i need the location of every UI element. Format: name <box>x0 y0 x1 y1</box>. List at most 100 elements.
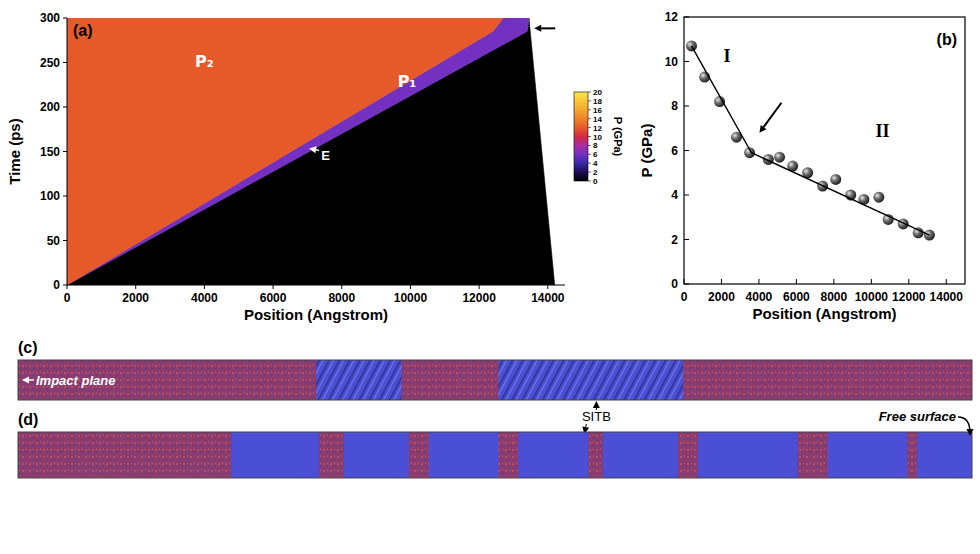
colorbar-tick <box>588 154 591 155</box>
y-tick-label: 0 <box>671 277 678 291</box>
arrow-shaft <box>541 27 555 29</box>
pressure-region <box>67 18 503 285</box>
arrow <box>759 103 781 133</box>
colorbar-tick <box>588 118 591 119</box>
data-point <box>830 174 841 185</box>
snapshot <box>18 360 972 400</box>
x-tick <box>547 285 548 289</box>
y-tick <box>684 61 689 62</box>
y-tick-label: 100 <box>40 189 60 203</box>
annotation: II <box>876 121 890 141</box>
colorbar-tick-label: 12 <box>593 124 602 133</box>
data-point <box>774 152 785 163</box>
x-axis <box>67 285 565 286</box>
arrow-head <box>967 429 974 436</box>
matrix <box>18 360 972 400</box>
y-tick-label: 200 <box>40 100 60 114</box>
x-tick <box>67 285 68 289</box>
colorbar-tick-label: 0 <box>593 177 598 186</box>
x-tick <box>273 285 274 289</box>
arrow-shaft <box>29 379 34 380</box>
colorbar-tick-label: 14 <box>593 115 602 124</box>
x-tick-label: 14000 <box>531 291 565 305</box>
colorbar-tick-label: 18 <box>593 97 602 106</box>
arrow <box>534 25 555 32</box>
panel-label: (d) <box>18 411 38 428</box>
twin-band <box>316 360 401 400</box>
arrow-shaft <box>585 424 587 427</box>
x-tick-label: 6000 <box>783 290 810 304</box>
colorbar-tick <box>588 181 591 182</box>
arrow-head <box>593 401 600 408</box>
arrow-head <box>309 146 317 153</box>
arrow-shaft <box>316 149 319 151</box>
colorbar-tick <box>588 92 591 93</box>
x-tick-label: 12000 <box>892 290 926 304</box>
y-tick <box>63 196 67 197</box>
y-tick <box>684 195 689 196</box>
fit-line <box>691 46 929 235</box>
colorbar-tick-label: 10 <box>593 133 602 142</box>
y-tick-label: 2 <box>671 233 678 247</box>
twin-band <box>917 432 972 478</box>
twin-band <box>429 432 499 478</box>
arrow-shaft <box>764 103 782 127</box>
panel-label: (c) <box>18 339 38 356</box>
arrow-head <box>534 25 541 32</box>
colorbar-tick-label: 2 <box>593 168 598 177</box>
y-tick <box>684 239 689 240</box>
annotation: E <box>321 148 330 163</box>
x-tick <box>908 279 909 284</box>
colorbar-tick <box>588 145 591 146</box>
colorbar-tick <box>588 109 591 110</box>
arrow <box>593 401 600 410</box>
x-tick-label: 8000 <box>328 291 355 305</box>
x-tick-label: 14000 <box>930 290 964 304</box>
annotation: P₁ <box>398 72 417 91</box>
annotation: Impact plane <box>36 373 115 388</box>
y-tick <box>63 285 67 286</box>
y-tick <box>684 106 689 107</box>
snapshot <box>18 432 972 478</box>
y-tick-label: 10 <box>665 55 679 69</box>
colorbar-tick-label: 16 <box>593 106 602 115</box>
y-tick <box>684 150 689 151</box>
annotation: P₂ <box>195 52 214 71</box>
y-tick <box>684 17 689 18</box>
panel-label: (a) <box>73 22 93 39</box>
y-tick-label: 50 <box>47 234 61 248</box>
twin-band <box>603 432 678 478</box>
plot-frame <box>684 17 965 284</box>
x-tick-label: 2000 <box>122 291 149 305</box>
matrix <box>18 432 972 478</box>
twin-band <box>518 432 588 478</box>
x-tick-label: 6000 <box>260 291 287 305</box>
arrow <box>22 377 34 384</box>
y-tick <box>63 62 67 63</box>
y-tick-label: 6 <box>671 144 678 158</box>
colorbar-tick-label: 6 <box>593 150 598 159</box>
y-tick-label: 8 <box>671 99 678 113</box>
x-tick <box>684 279 685 284</box>
data-point <box>898 218 909 229</box>
pressure-region <box>67 18 555 285</box>
twin-band <box>344 432 409 478</box>
colorbar-tick <box>588 163 591 164</box>
data-point <box>873 192 884 203</box>
x-tick <box>410 285 411 289</box>
x-tick-label: 0 <box>681 290 688 304</box>
twin-band <box>231 432 319 478</box>
y-axis-title: Time (ps) <box>6 118 23 184</box>
colorbar-tick <box>588 136 591 137</box>
x-tick-label: 8000 <box>821 290 848 304</box>
x-tick-label: 4000 <box>746 290 773 304</box>
x-tick-label: 10000 <box>855 290 889 304</box>
colorbar-tick <box>588 100 591 101</box>
x-tick <box>871 279 872 284</box>
y-tick-label: 150 <box>40 145 60 159</box>
plot-marks <box>686 40 935 240</box>
panel-label: (b) <box>937 31 957 48</box>
y-tick <box>63 240 67 241</box>
x-tick <box>796 279 797 284</box>
y-axis-title: P (GPa) <box>638 124 655 178</box>
